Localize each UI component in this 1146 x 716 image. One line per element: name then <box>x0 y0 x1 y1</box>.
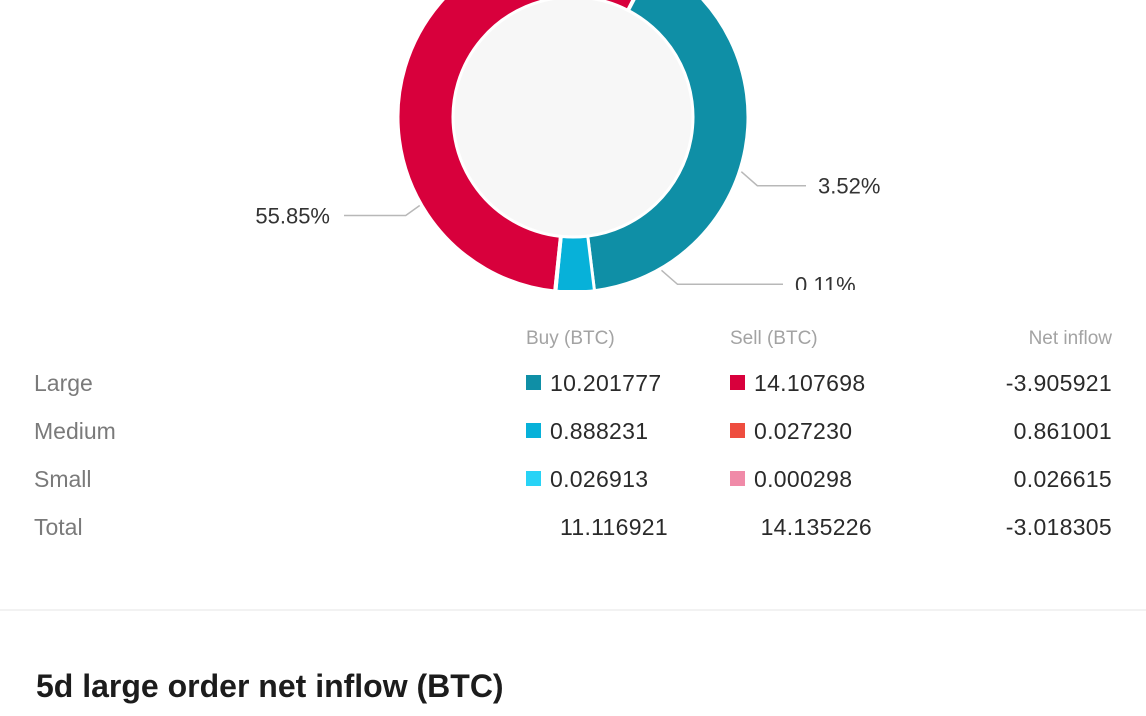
table-row-medium: Medium 0.888231 0.027230 0.861001 <box>0 412 1146 452</box>
sell-value: 14.107698 <box>754 370 866 396</box>
leader-line <box>740 171 806 187</box>
sell-value: 0.027230 <box>754 418 853 444</box>
donut-slice-large-buy <box>586 0 750 290</box>
donut-chart-svg: 55.85% 3.52% 0.11% <box>255 0 880 290</box>
percentage-label: 55.85% <box>255 204 330 229</box>
legend-swatch <box>526 471 541 486</box>
net-inflow-value: 0.861001 <box>1013 418 1112 444</box>
percentage-label: 3.52% <box>818 174 880 199</box>
buy-column-header: Buy (BTC) <box>526 328 615 349</box>
legend-swatch <box>730 375 745 390</box>
buy-value: 0.888231 <box>550 418 649 444</box>
buy-total-value: 11.116921 <box>559 514 668 540</box>
net-inflow-value: -3.905921 <box>1005 370 1112 396</box>
sell-total-value: 14.135226 <box>760 514 872 540</box>
donut-hole <box>453 0 693 237</box>
table-row-small: Small 0.026913 0.000298 0.026615 <box>0 460 1146 500</box>
net-inflow-total-value: -3.018305 <box>1005 514 1112 540</box>
sell-cell: 0.000298 <box>730 466 852 493</box>
buy-cell: 0.888231 <box>526 418 648 445</box>
leader-line <box>661 269 783 286</box>
buy-value: 0.026913 <box>550 466 649 492</box>
leader-line <box>344 204 421 217</box>
table-row-large: Large 10.201777 14.107698 -3.905921 <box>0 364 1146 404</box>
row-label: Small <box>34 466 92 492</box>
buy-value: 10.201777 <box>550 370 662 396</box>
buy-cell: 10.201777 <box>526 370 661 397</box>
order-distribution-chart: 55.85% 3.52% 0.11% <box>0 0 1146 290</box>
row-label: Large <box>34 370 93 396</box>
sell-column-header: Sell (BTC) <box>730 328 818 349</box>
net-inflow-value: 0.026615 <box>1013 466 1112 492</box>
donut-slice-small-buy <box>553 234 563 290</box>
legend-swatch <box>526 423 541 438</box>
percentage-label: 0.11% <box>795 272 856 290</box>
row-label: Total <box>34 514 83 540</box>
table-row-total: Total 11.116921 14.135226 -3.018305 <box>0 508 1146 548</box>
row-label: Medium <box>34 418 116 444</box>
legend-swatch <box>730 423 745 438</box>
donut-slice-large-sell <box>396 0 635 290</box>
net-inflow-column-header: Net inflow <box>1028 328 1112 349</box>
section-title: 5d large order net inflow (BTC) <box>36 668 504 704</box>
sell-value: 0.000298 <box>754 466 853 492</box>
legend-swatch <box>730 471 745 486</box>
buy-cell: 0.026913 <box>526 466 648 493</box>
sell-cell: 14.107698 <box>730 370 865 397</box>
legend-swatch <box>526 375 541 390</box>
sell-cell: 0.027230 <box>730 418 852 445</box>
section-divider <box>0 609 1146 611</box>
